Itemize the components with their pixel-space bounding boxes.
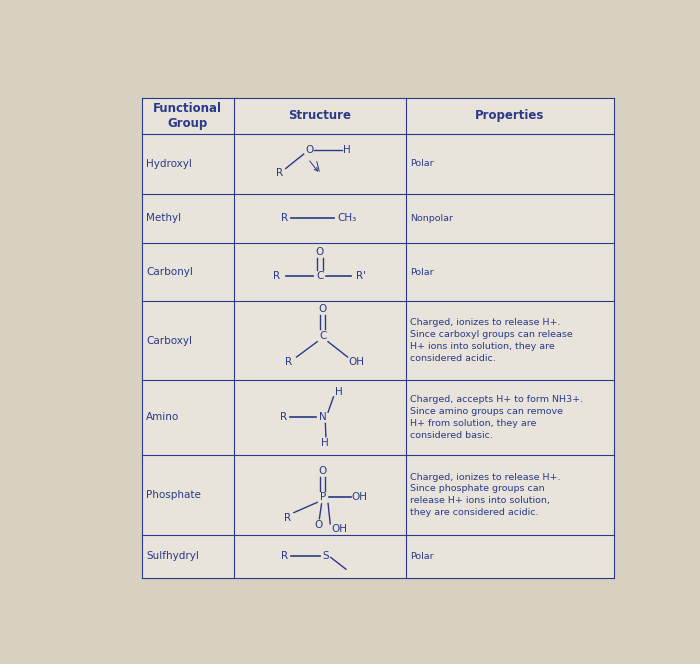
Text: P: P bbox=[319, 492, 326, 502]
Text: O: O bbox=[318, 465, 327, 475]
Text: O: O bbox=[318, 304, 327, 314]
Text: R: R bbox=[284, 513, 291, 523]
Text: Polar: Polar bbox=[410, 159, 434, 169]
Text: Polar: Polar bbox=[410, 552, 434, 561]
Text: Sulfhydryl: Sulfhydryl bbox=[146, 551, 199, 562]
Text: C: C bbox=[319, 331, 326, 341]
FancyBboxPatch shape bbox=[141, 98, 614, 578]
Text: Carboxyl: Carboxyl bbox=[146, 336, 192, 346]
Text: CH₃: CH₃ bbox=[337, 214, 357, 224]
Text: Polar: Polar bbox=[410, 268, 434, 277]
Text: N: N bbox=[318, 412, 326, 422]
Text: R: R bbox=[281, 551, 288, 562]
Text: Hydroxyl: Hydroxyl bbox=[146, 159, 192, 169]
Text: R: R bbox=[276, 168, 283, 178]
Text: Charged, ionizes to release H+.
Since carboxyl groups can release
H+ ions into s: Charged, ionizes to release H+. Since ca… bbox=[410, 319, 573, 363]
Text: O: O bbox=[314, 521, 323, 531]
Text: Nonpolar: Nonpolar bbox=[410, 214, 454, 223]
Text: R: R bbox=[281, 214, 288, 224]
Text: Amino: Amino bbox=[146, 412, 179, 422]
Text: OH: OH bbox=[331, 524, 347, 534]
Text: OH: OH bbox=[349, 357, 364, 367]
Text: H: H bbox=[321, 438, 329, 448]
Text: Properties: Properties bbox=[475, 110, 545, 122]
Text: Phosphate: Phosphate bbox=[146, 490, 201, 500]
Text: Functional
Group: Functional Group bbox=[153, 102, 223, 129]
Text: Charged, accepts H+ to form NH3+.
Since amino groups can remove
H+ from solution: Charged, accepts H+ to form NH3+. Since … bbox=[410, 395, 584, 440]
Text: O: O bbox=[305, 145, 313, 155]
Text: R: R bbox=[280, 412, 287, 422]
Text: OH: OH bbox=[351, 492, 368, 502]
Text: Charged, ionizes to release H+.
Since phosphate groups can
release H+ ions into : Charged, ionizes to release H+. Since ph… bbox=[410, 473, 561, 517]
Text: R: R bbox=[273, 272, 280, 282]
Text: O: O bbox=[316, 247, 324, 257]
Text: C: C bbox=[316, 272, 323, 282]
Text: R': R' bbox=[356, 272, 365, 282]
Text: R: R bbox=[286, 357, 293, 367]
Text: S: S bbox=[322, 551, 329, 562]
Text: H: H bbox=[343, 145, 351, 155]
Text: Carbonyl: Carbonyl bbox=[146, 268, 193, 278]
Text: H: H bbox=[335, 386, 343, 396]
Text: Structure: Structure bbox=[288, 110, 351, 122]
Text: Methyl: Methyl bbox=[146, 214, 181, 224]
